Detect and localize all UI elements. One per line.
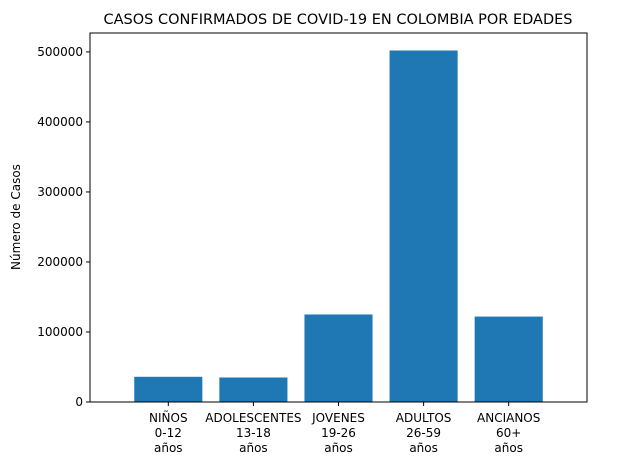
x-tick-label: 26-59 [406,426,441,440]
y-axis-label: Número de Casos [9,164,23,270]
chart-title: CASOS CONFIRMADOS DE COVID-19 EN COLOMBI… [104,12,573,28]
x-tick-label: 0-12 [155,426,182,440]
x-tick-label: años [409,441,438,455]
x-tick-label: 13-18 [236,426,271,440]
y-tick-label: 500000 [37,45,83,59]
x-tick-label: JOVENES [311,411,365,425]
y-tick-label: 200000 [37,255,83,269]
bars-group [134,50,543,402]
x-axis-ticks: NIÑOS0-12añosADOLESCENTES13-18añosJOVENE… [149,402,540,455]
x-tick-label: ADULTOS [396,411,452,425]
y-tick-label: 0 [75,395,83,409]
y-axis-ticks: 0 100000 200000 300000 400000 500000 [37,45,90,409]
x-tick-label: ADOLESCENTES [205,411,301,425]
x-tick-label: años [239,441,268,455]
x-tick-label: años [324,441,353,455]
x-tick-label: NIÑOS [149,410,188,425]
x-tick-label: años [154,441,183,455]
bar-adolescentes [219,377,288,402]
bar-jovenes [304,314,373,402]
y-tick-label: 400000 [37,115,83,129]
plot-frame [89,32,588,403]
bar-adultos [389,50,458,402]
x-tick-label: 60+ [496,426,521,440]
x-tick-label: años [494,441,523,455]
bar-ancianos [474,316,543,402]
x-tick-label: 19-26 [321,426,356,440]
y-tick-label: 100000 [37,325,83,339]
x-tick-label: ANCIANOS [477,411,540,425]
y-tick-label: 300000 [37,185,83,199]
bar-niños [134,376,203,402]
